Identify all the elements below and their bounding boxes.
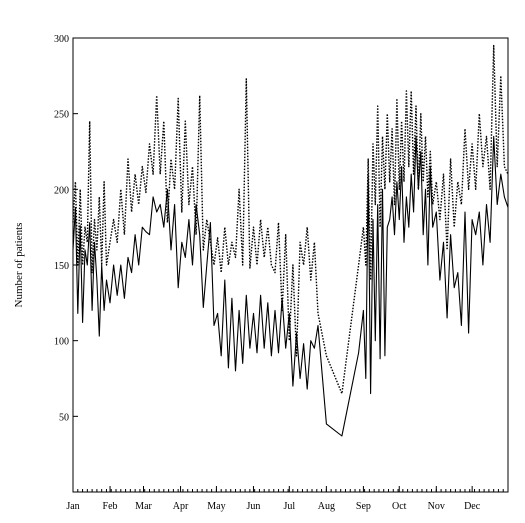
y-tick-label: 50	[59, 412, 69, 423]
series-line-solid	[72, 135, 509, 437]
x-tick-label: Apr	[173, 501, 189, 512]
series-line-dotted	[72, 44, 509, 395]
y-axis-title: Number of patients	[13, 223, 25, 308]
x-tick-label: Mar	[135, 501, 152, 512]
x-tick-label: Feb	[103, 501, 118, 512]
x-tick-label: Sep	[356, 501, 371, 512]
y-axis: 50 100 150 200 250 300	[54, 34, 78, 423]
x-tick-label: Jul	[283, 501, 295, 512]
y-tick-label: 100	[54, 337, 69, 348]
series-layer	[72, 44, 509, 437]
x-tick-label: Jan	[66, 501, 79, 512]
x-tick-label: Dec	[464, 501, 481, 512]
x-tick-label: May	[207, 501, 225, 512]
x-axis: Jan Feb Mar Apr May Jun Jul Aug Sep Oct Nov Dec	[66, 486, 509, 512]
x-tick-label: Nov	[428, 501, 445, 512]
x-tick-label: Jun	[247, 501, 261, 512]
x-tick-label: Oct	[392, 501, 407, 512]
y-tick-label: 150	[54, 261, 69, 272]
y-tick-label: 250	[54, 110, 69, 121]
x-tick-label: Aug	[318, 501, 335, 512]
y-tick-label: 200	[54, 185, 69, 196]
y-tick-label: 300	[54, 34, 69, 45]
